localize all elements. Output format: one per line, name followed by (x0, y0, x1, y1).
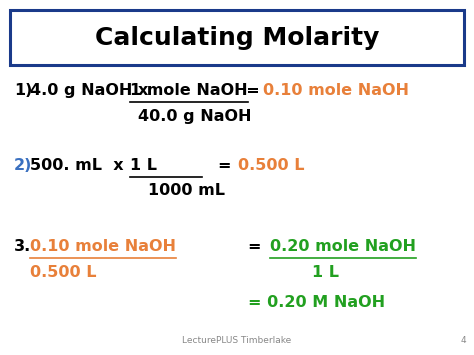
Text: 0.500 L: 0.500 L (238, 158, 304, 173)
Text: = 0.20 M NaOH: = 0.20 M NaOH (248, 295, 385, 310)
Text: Calculating Molarity: Calculating Molarity (95, 26, 379, 49)
Text: =: = (218, 158, 243, 173)
Text: 0.500 L: 0.500 L (30, 265, 97, 280)
Text: 1 L: 1 L (130, 158, 202, 173)
Text: 1 mole NaOH: 1 mole NaOH (130, 83, 247, 98)
Text: =: = (248, 239, 273, 254)
Text: 0.10 mole NaOH: 0.10 mole NaOH (30, 239, 176, 254)
Text: 1 L: 1 L (312, 265, 339, 280)
Text: 500. mL  x: 500. mL x (30, 158, 135, 173)
Text: 1): 1) (14, 83, 32, 98)
Text: 1000 mL: 1000 mL (148, 184, 225, 198)
Text: 0.20 mole NaOH: 0.20 mole NaOH (270, 239, 416, 254)
Text: 3.: 3. (14, 239, 31, 254)
Text: 4: 4 (460, 336, 466, 345)
Text: =: = (235, 83, 265, 98)
Text: LecturePLUS Timberlake: LecturePLUS Timberlake (182, 336, 292, 345)
Text: 40.0 g NaOH: 40.0 g NaOH (138, 109, 252, 124)
Text: 0.10 mole NaOH: 0.10 mole NaOH (263, 83, 409, 98)
Text: 2): 2) (14, 158, 32, 173)
Text: 4.0 g NaOH x: 4.0 g NaOH x (30, 83, 160, 98)
Bar (10, 10, 464, 65)
